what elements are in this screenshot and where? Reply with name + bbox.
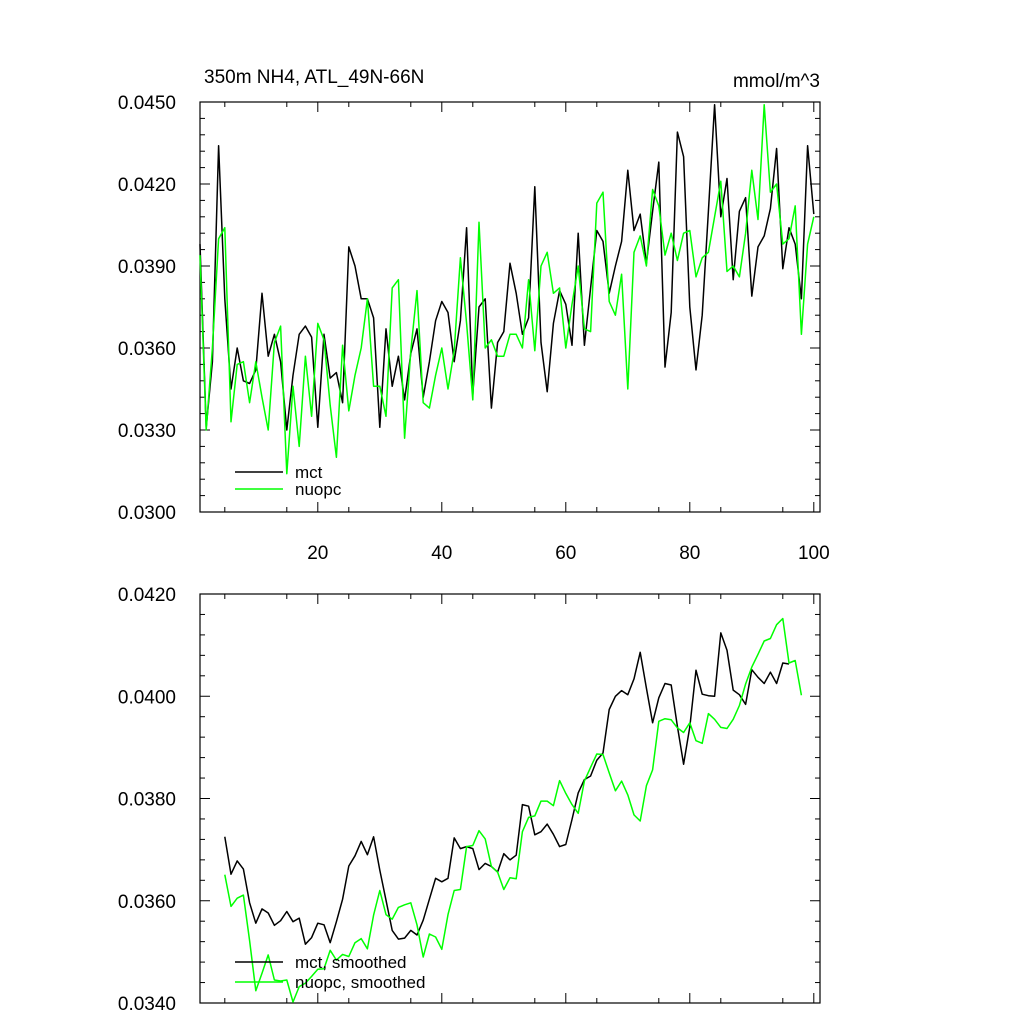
y-tick-label: 0.0360 xyxy=(118,339,176,360)
x-tick-label: 100 xyxy=(798,543,830,564)
y-tick-label: 0.0330 xyxy=(118,421,176,442)
y-tick-label: 0.0360 xyxy=(118,892,176,913)
y-tick-label: 0.0450 xyxy=(118,93,176,114)
top-plot-area: 0.0300 0.0330 0.0360 0.0390 0.0420 0.0450 20 40… xyxy=(118,93,830,564)
y-tick-label: 0.0300 xyxy=(118,503,176,524)
legend-label-mct: mct xyxy=(295,463,323,482)
y-tick-label: 0.0340 xyxy=(118,994,176,1015)
plot-frame xyxy=(199,101,821,513)
y-tick-label: 0.0380 xyxy=(118,790,176,811)
y-tick-label: 0.0420 xyxy=(118,175,176,196)
bottom-panel: 0.0340 0.0360 0.0380 0.0400 0.0420 mct, smoo… xyxy=(118,585,821,1015)
legend-label-nuopc: nuopc xyxy=(295,480,342,499)
legend-label-nuopc-smoothed: nuopc, smoothed xyxy=(295,973,425,992)
series-line-mct-smoothed xyxy=(224,632,790,945)
x-tick-label: 20 xyxy=(307,543,328,564)
series-line-nuopc xyxy=(199,103,815,475)
legend-label-mct-smoothed: mct, smoothed xyxy=(295,953,407,972)
y-tick-label: 0.0390 xyxy=(118,257,176,278)
top-panel: 350m NH4, ATL_49N-66N mmol/m^3 0.03000.0… xyxy=(118,67,830,564)
bottom-plot-area: 0.0340 0.0360 0.0380 0.0400 0.0420 xyxy=(118,585,821,1015)
top-legend: mct nuopc xyxy=(235,463,342,499)
x-tick-label: 60 xyxy=(555,543,576,564)
y-tick-label: 0.0400 xyxy=(118,687,176,708)
y-tick-label: 0.0420 xyxy=(118,585,176,606)
top-chart-title: 350m NH4, ATL_49N-66N xyxy=(204,67,424,88)
x-tick-label: 80 xyxy=(679,543,700,564)
plot-frame xyxy=(199,593,821,1004)
x-tick-label: 40 xyxy=(431,543,452,564)
series-line-mct xyxy=(199,103,815,431)
series-line-nuopc-smoothed xyxy=(224,617,803,1003)
bottom-legend: mct, smoothed nuopc, smoothed xyxy=(235,953,425,992)
top-chart-units: mmol/m^3 xyxy=(733,71,820,92)
